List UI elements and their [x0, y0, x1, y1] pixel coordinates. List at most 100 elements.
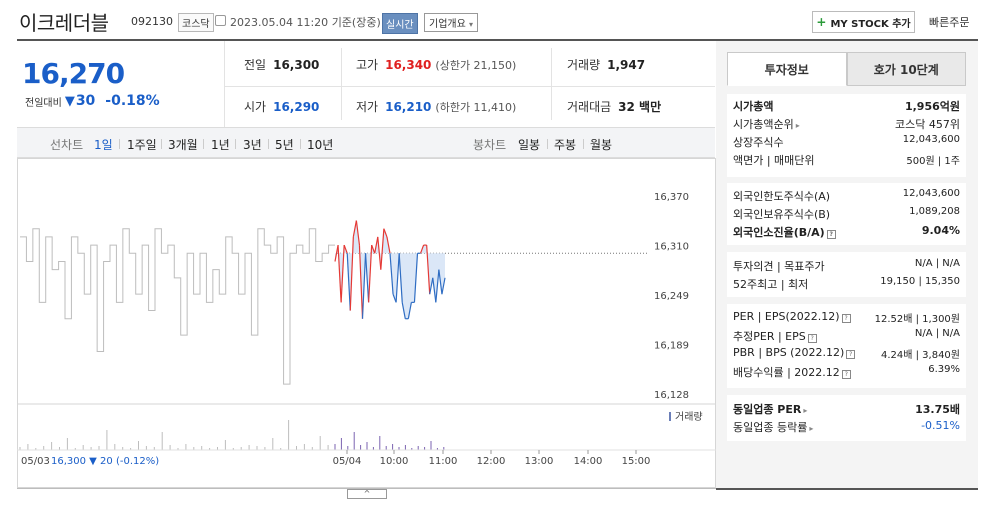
candle-daily[interactable]: 일봉 [518, 138, 541, 152]
info-icon[interactable]: ? [826, 230, 836, 239]
info-tabs: 투자정보 호가 10단계 [727, 52, 966, 86]
info-icon[interactable]: ? [807, 334, 817, 343]
volume-legend: 거래량 [675, 411, 703, 423]
row-est-per: 추정PER | EPS? N/A | N/A [733, 328, 960, 343]
quick-order-link[interactable]: 빠른주문 [929, 16, 970, 29]
info-icon[interactable]: ? [841, 314, 851, 323]
today-price-segment [368, 245, 373, 303]
today-price-segment [398, 253, 403, 303]
info-card-foreign: 외국인한도주식수(A) 12,043,600 외국인보유주식수(B) 1,089,2… [727, 183, 966, 245]
info-icon[interactable]: ? [846, 350, 856, 359]
volume-legend-swatch [669, 412, 671, 421]
plus-icon: + [816, 15, 827, 29]
price-chart-area: 16,370 16,310 16,249 16,189 16,128 거래량 05/03 05… [17, 158, 716, 488]
info-card-market: 시가총액 1,956억원 시가총액순위 ▸ 코스닥 457위 상장주식수 12,043,… [727, 94, 966, 177]
stat-high: 고가 16,340 (상한가 21,150) [356, 58, 517, 72]
divider [268, 139, 269, 149]
period-1y[interactable]: 1년 [211, 138, 230, 152]
today-price-segment [383, 228, 388, 238]
y-tick-label: 16,128 [654, 390, 689, 401]
today-price-segment [352, 220, 357, 238]
y-tick-label: 16,249 [654, 291, 689, 302]
summary-divider [551, 48, 552, 120]
today-price-segment [334, 244, 339, 262]
today-price-segment [386, 236, 391, 254]
today-price-segment [374, 236, 379, 254]
today-price-segment [401, 302, 406, 319]
candle-weekly[interactable]: 주봉 [554, 138, 577, 152]
collapse-button[interactable]: ^ [347, 489, 387, 499]
divider [583, 139, 584, 149]
today-price-segment [380, 228, 385, 270]
info-card-sector: 동일업종 PER ▸ 13.75배 동일업종 등락률 ▸ -0.51% [727, 395, 966, 441]
current-price: 16,270 [22, 57, 125, 90]
x-tick-label: 05/03 [21, 456, 50, 467]
today-price-segment [346, 253, 351, 311]
company-info-dropdown[interactable]: 기업개요 ▾ [424, 13, 479, 32]
row-face: 액면가 | 매매단위 500원 | 1주 [733, 154, 960, 167]
chevron-right-icon: ▸ [803, 406, 808, 415]
summary-divider [341, 48, 342, 120]
period-3m[interactable]: 3개월 [168, 138, 198, 152]
today-price-segment [349, 236, 354, 311]
candle-monthly[interactable]: 월봉 [590, 138, 613, 152]
today-price-segment [389, 253, 394, 295]
row-pbr: PBR | BPS (2022.12)? 4.24배 | 3,840원 [733, 346, 960, 361]
row-dividend: 배당수익률 | 2022.12? 6.39% [733, 364, 960, 379]
divider [300, 139, 301, 149]
row-shares: 상장주식수 12,043,600 [733, 134, 960, 149]
today-price-segment [337, 245, 342, 303]
row-rank[interactable]: 시가총액순위 ▸ 코스닥 457위 [733, 118, 960, 131]
x-tick-label: 10:00 [380, 456, 409, 467]
realtime-button[interactable]: 실시간 [382, 13, 418, 34]
today-price-segment [395, 253, 400, 303]
today-price-segment [343, 244, 348, 254]
divider [547, 139, 548, 149]
row-sector-rate[interactable]: 동일업종 등락률 ▸ -0.51% [733, 419, 960, 434]
today-price-segment [377, 236, 382, 270]
chevron-up-icon: ^ [363, 489, 371, 498]
chevron-right-icon: ▸ [795, 121, 800, 130]
info-card-opinion: 투자의견 | 목표주가 N/A | N/A 52주최고 | 최저 19,150 | … [727, 252, 966, 297]
down-triangle-icon: ▼ [64, 93, 75, 109]
y-tick-label: 16,370 [654, 192, 689, 203]
price-chart: 16,370 16,310 16,249 16,189 16,128 거래량 05/03 05… [17, 158, 716, 488]
quote-datetime: 2023.05.04 11:20 기준(장중) [230, 16, 381, 29]
period-1d[interactable]: 1일 [94, 138, 113, 152]
today-price-segment [419, 244, 425, 254]
row-52week: 52주최고 | 최저 19,150 | 15,350 [733, 276, 960, 291]
prev-day-summary: 16,300 ▼ 20 (-0.12%) [51, 456, 159, 467]
row-foreign-rate: 외국인소진율(B/A)? 9.04% [733, 224, 960, 239]
today-price-segment [407, 302, 412, 319]
today-price-segment [438, 269, 443, 295]
divider [203, 139, 204, 149]
today-price-segment [413, 253, 419, 303]
period-1w[interactable]: 1주일 [127, 138, 157, 152]
x-tick-label: 11:00 [429, 456, 458, 467]
x-tick-label: 14:00 [574, 456, 603, 467]
x-tick-label: 12:00 [477, 456, 506, 467]
stat-volume: 거래량 1,947 [567, 58, 646, 72]
today-area [335, 220, 445, 319]
divider [161, 139, 162, 149]
tab-invest-info[interactable]: 투자정보 [727, 52, 847, 86]
chart-bottom-line [17, 488, 716, 489]
summary-divider [224, 41, 225, 127]
stock-header: 이크레더블 092130 코스닥 2023.05.04 11:20 기준(장중)… [0, 0, 1004, 40]
summary-hdivider [225, 86, 715, 87]
row-sector-per[interactable]: 동일업종 PER ▸ 13.75배 [733, 403, 960, 416]
period-3y[interactable]: 3년 [243, 138, 262, 152]
today-price-segment [364, 253, 370, 303]
period-10y[interactable]: 10년 [307, 138, 334, 152]
stock-name: 이크레더블 [19, 11, 109, 35]
tab-hoga[interactable]: 호가 10단계 [846, 52, 966, 86]
period-5y[interactable]: 5년 [275, 138, 294, 152]
panel-bottom-line [716, 488, 978, 490]
candle-chart-label: 봉차트 [473, 138, 507, 152]
info-icon[interactable]: ? [841, 370, 851, 379]
y-tick-label: 16,189 [654, 341, 689, 352]
today-price-segment [371, 244, 376, 254]
chart-frame [17, 158, 716, 488]
add-mystock-button[interactable]: + MY STOCK 추가 [812, 11, 915, 33]
row-foreign-limit: 외국인한도주식수(A) 12,043,600 [733, 188, 960, 203]
